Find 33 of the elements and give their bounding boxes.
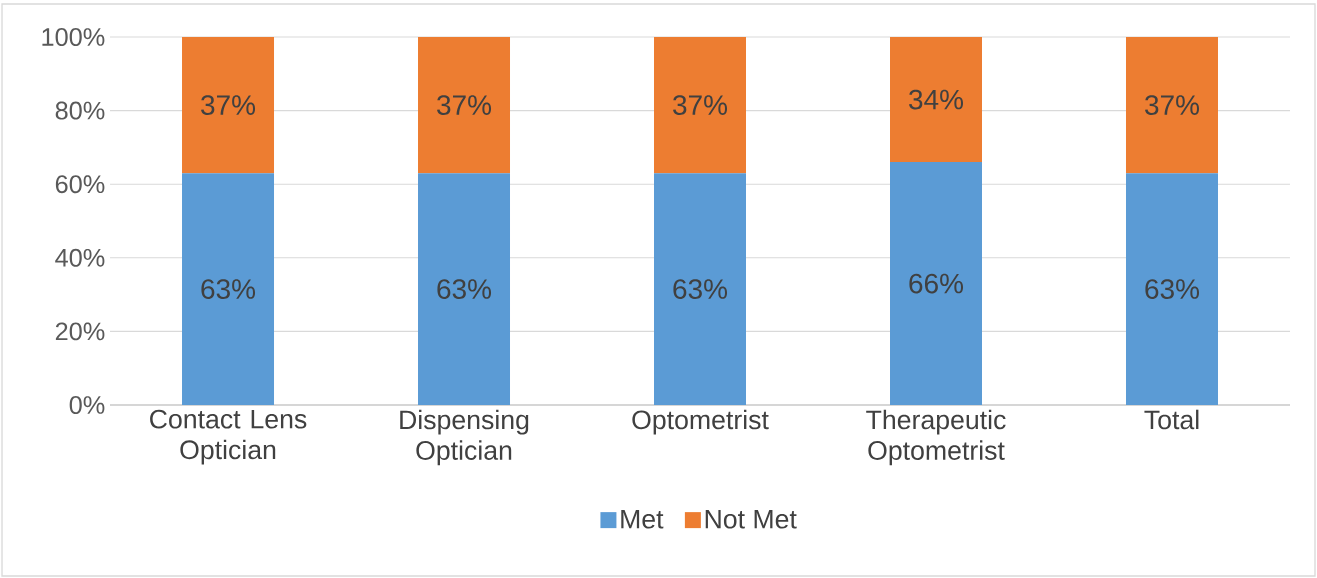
bar: [418, 173, 511, 405]
y-tick-label: 40%: [55, 248, 105, 267]
y-tick-label: 100%: [42, 28, 105, 46]
bar: [1126, 173, 1218, 405]
bar: [890, 162, 982, 405]
legend-label: Not Met: [705, 509, 797, 529]
y-tick-label: 0%: [69, 396, 105, 414]
data-label: 34%: [909, 89, 964, 110]
bar: [182, 173, 275, 405]
x-tick-label: Optometrist: [632, 409, 769, 435]
bar: [1126, 37, 1218, 174]
bar: [654, 37, 746, 174]
data-label: 37%: [673, 95, 728, 115]
data-label: 63%: [437, 279, 492, 299]
y-tick-label: 20%: [55, 322, 105, 341]
data-label: 63%: [673, 279, 728, 299]
bar: [182, 37, 275, 174]
bar: [890, 37, 982, 163]
data-label: 63%: [201, 279, 256, 299]
bar: [418, 37, 511, 174]
x-tick-label: Contact Lens Optician: [150, 409, 307, 465]
data-label: 66%: [909, 273, 964, 294]
x-tick-label: Therapeutic Optometrist: [866, 409, 1006, 466]
y-tick-label: 60%: [55, 175, 105, 194]
data-label: 63%: [1145, 279, 1200, 299]
y-tick-label: 80%: [55, 101, 105, 120]
data-label: 37%: [437, 95, 492, 115]
data-label: 37%: [1145, 95, 1200, 115]
bar: [654, 173, 746, 405]
data-label: 37%: [201, 95, 256, 115]
x-tick-label: Dispensing Optician: [400, 409, 529, 466]
x-tick-label: Total: [1144, 409, 1199, 430]
legend-label: Met: [621, 509, 664, 529]
